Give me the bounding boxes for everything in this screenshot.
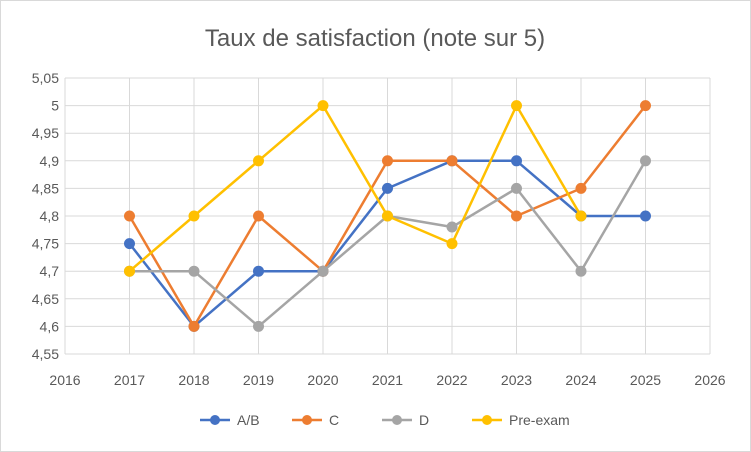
data-point-c [575, 182, 587, 194]
x-tick-label: 2022 [436, 372, 467, 388]
data-point-a-b [382, 182, 393, 194]
data-point-pre-exam [511, 100, 522, 112]
x-tick-label: 2016 [49, 372, 80, 388]
y-tick-label: 4,9 [40, 153, 60, 169]
legend-label: A/B [237, 412, 260, 428]
y-tick-label: 4,65 [32, 291, 59, 307]
x-tick-label: 2023 [501, 372, 532, 388]
data-point-c [188, 320, 200, 332]
y-tick-label: 5,05 [32, 70, 59, 86]
data-point-d [317, 265, 329, 277]
data-point-pre-exam [253, 155, 264, 167]
data-point-a-b [253, 265, 264, 277]
legend-item-c: C [292, 412, 339, 428]
x-axis-tick-labels: 2016 2017 2018 2019 2020 2021 2022 2023 2024 2025… [49, 372, 725, 388]
data-point-d [188, 265, 200, 277]
y-tick-label: 4,7 [40, 263, 60, 279]
data-point-c [124, 210, 135, 222]
x-tick-label: 2026 [694, 372, 725, 388]
data-point-a-b [124, 238, 135, 250]
legend-label: Pre-exam [509, 412, 570, 428]
legend-item-a-b: A/B [200, 412, 260, 428]
y-tick-label: 4,75 [32, 236, 59, 252]
chart-title: Taux de satisfaction (note sur 5) [205, 25, 545, 52]
data-point-d [446, 221, 458, 233]
data-point-a-b [640, 210, 651, 222]
data-point-d [640, 155, 651, 167]
data-point-pre-exam [317, 100, 329, 112]
data-point-c [253, 210, 264, 222]
data-point-pre-exam [188, 210, 200, 222]
y-tick-label: 5 [51, 98, 59, 114]
legend-swatch-marker [482, 415, 492, 425]
y-tick-label: 4,95 [32, 125, 59, 141]
x-tick-label: 2017 [114, 372, 145, 388]
legend-swatch-marker [302, 415, 312, 425]
legend-swatch-marker [210, 415, 220, 425]
data-point-d [253, 320, 264, 332]
data-point-pre-exam [575, 210, 587, 222]
x-tick-label: 2021 [372, 372, 403, 388]
legend-item-d: D [382, 412, 429, 428]
x-tick-label: 2020 [307, 372, 338, 388]
x-tick-label: 2025 [630, 372, 661, 388]
y-tick-label: 4,55 [32, 346, 59, 362]
legend-label: D [419, 412, 429, 428]
series-pre-exam [124, 100, 587, 277]
data-point-pre-exam [446, 238, 458, 250]
data-point-pre-exam [124, 265, 135, 277]
x-tick-label: 2019 [243, 372, 274, 388]
data-point-c [446, 155, 458, 167]
x-tick-label: 2018 [178, 372, 209, 388]
legend-label: C [329, 412, 339, 428]
legend-item-pre-exam: Pre-exam [472, 412, 570, 428]
data-point-pre-exam [382, 210, 393, 222]
legend: A/B C D Pre-exam [200, 412, 570, 428]
series-group [124, 100, 651, 332]
y-tick-label: 4,85 [32, 180, 59, 196]
data-point-a-b [511, 155, 522, 167]
y-tick-label: 4,8 [40, 208, 60, 224]
y-tick-label: 4,6 [40, 318, 60, 334]
series-line-pre-exam [128, 104, 583, 273]
legend-swatch-marker [392, 415, 402, 425]
data-point-c [640, 100, 651, 112]
data-point-d [575, 265, 587, 277]
x-tick-label: 2024 [565, 372, 596, 388]
data-point-c [511, 210, 522, 222]
data-point-d [511, 182, 522, 194]
data-point-c [382, 155, 393, 167]
y-axis-tick-labels: 4,55 4,6 4,65 4,7 4,75 4,8 4,85 4,9 4,95 5 5,05 [32, 70, 59, 362]
